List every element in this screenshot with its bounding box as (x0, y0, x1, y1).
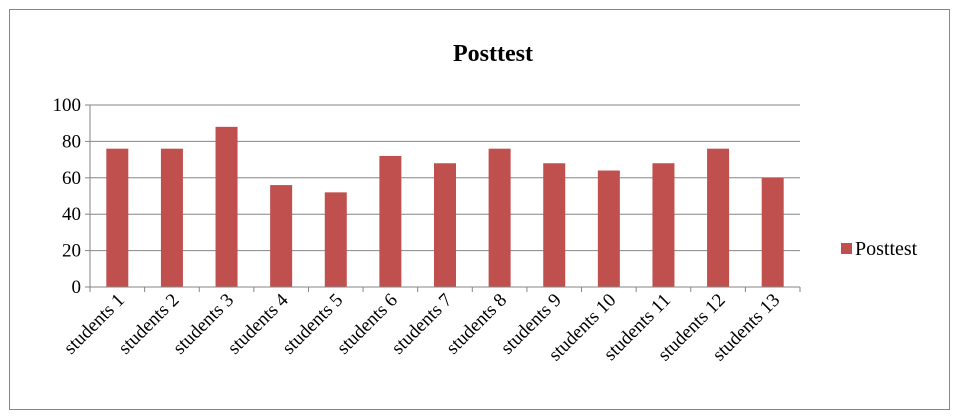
y-tick-label: 60 (62, 168, 81, 189)
bar-1 (106, 148, 129, 287)
y-tick-label: 100 (53, 95, 82, 116)
bar-2 (160, 148, 183, 287)
legend: Posttest (841, 238, 918, 260)
bar-4 (270, 185, 293, 287)
legend-label-posttest: Posttest (855, 238, 918, 260)
bar-6 (379, 155, 402, 287)
y-tick-label: 80 (62, 131, 81, 152)
x-axis-tick-marks (89, 287, 801, 292)
bar-8 (488, 148, 511, 287)
axes (89, 105, 800, 288)
y-tick-label: 0 (72, 277, 82, 298)
bar-3 (215, 126, 238, 287)
legend-swatch-posttest (841, 243, 852, 254)
bar-12 (707, 148, 730, 287)
chart-title: Posttest (453, 41, 533, 67)
y-axis-tick-labels: 0 20 40 60 80 100 (53, 95, 90, 298)
bar-7 (434, 163, 456, 287)
y-tick-label: 20 (62, 241, 81, 262)
bar-10 (597, 170, 620, 287)
chart-border (9, 9, 950, 410)
bars (106, 126, 784, 287)
bar-5 (324, 192, 347, 287)
y-tick-label: 40 (62, 204, 81, 225)
bar-9 (543, 163, 566, 287)
bar-11 (652, 163, 675, 287)
bar-13 (761, 177, 784, 287)
